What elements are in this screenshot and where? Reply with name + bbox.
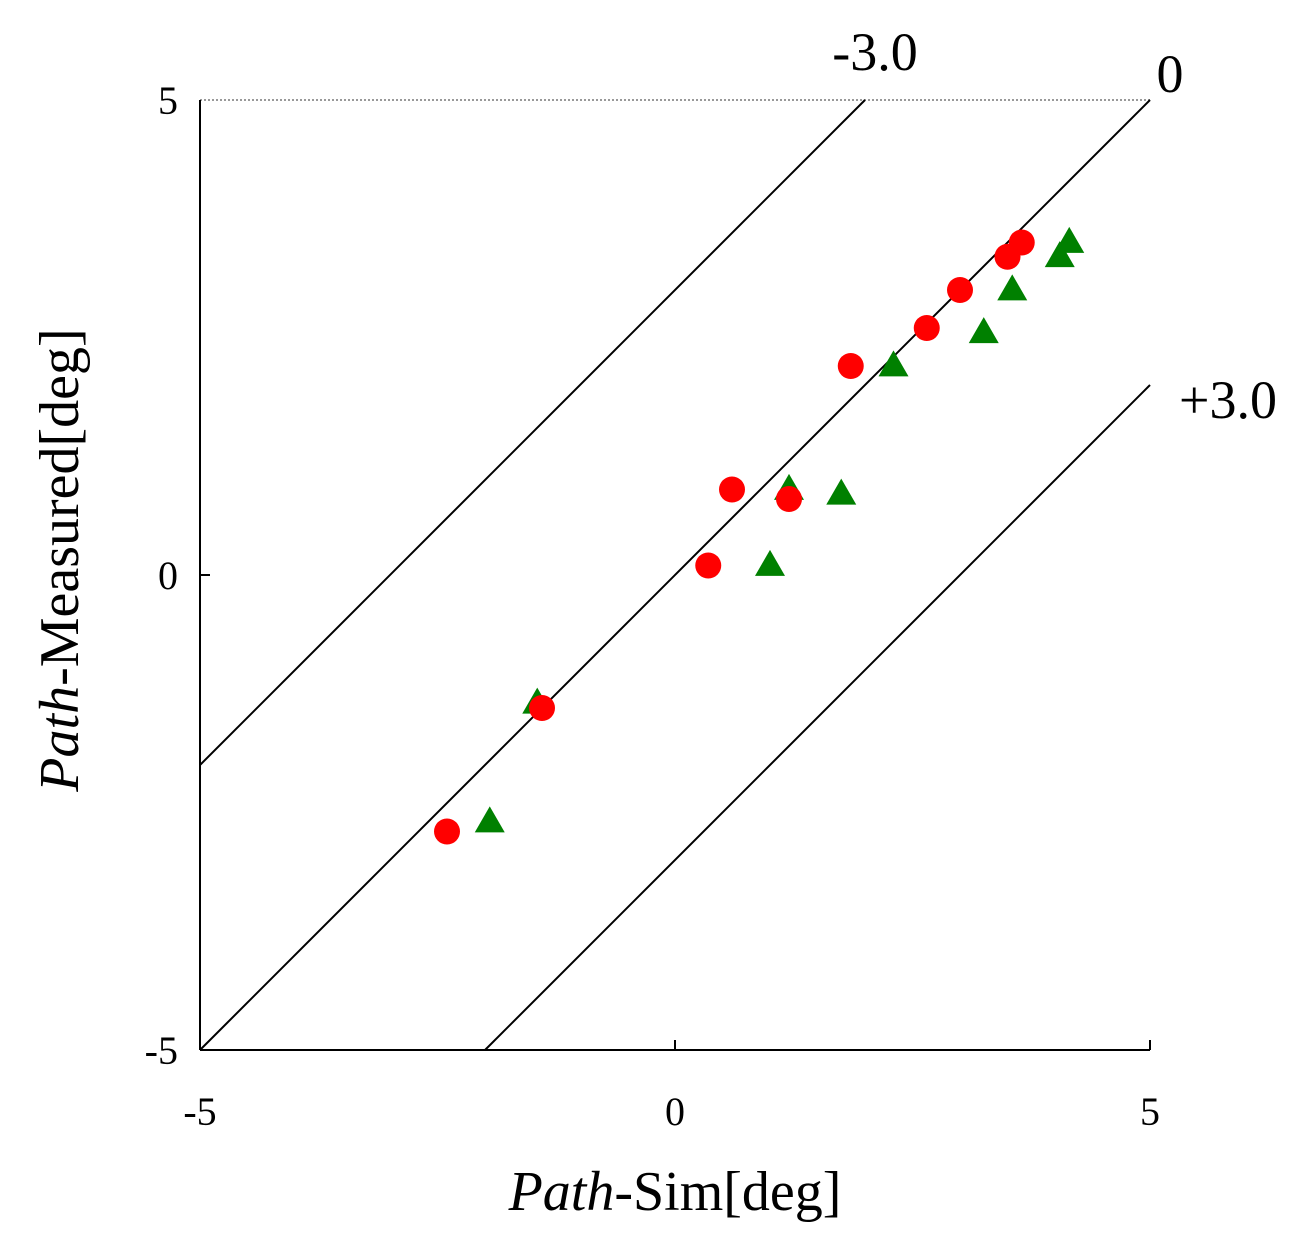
- triangles-point-6: [968, 317, 999, 344]
- circles-point-2: [695, 552, 722, 579]
- ref-label-minus-3: -3.0: [832, 22, 917, 82]
- y-tick-label-2: 5: [158, 78, 178, 123]
- triangles-point-1: [474, 806, 505, 833]
- circles-point-0: [434, 818, 460, 845]
- x-tick-label-2: 5: [1140, 1089, 1160, 1134]
- x-axis-title-italic: Path: [508, 1161, 615, 1223]
- x-tick-label-1: 0: [665, 1089, 685, 1134]
- circles-point-4: [776, 486, 802, 512]
- circles-point-7: [947, 277, 973, 303]
- triangles-point-8: [1044, 241, 1075, 268]
- y-tick-label-0: -5: [145, 1028, 178, 1073]
- reference-lines: [199, 99, 1151, 1051]
- x-axis-title-rest: -Sim[deg]: [614, 1161, 841, 1223]
- circles-point-3: [719, 476, 745, 503]
- circles-point-9: [1008, 229, 1035, 256]
- x-axis-title: Path-Sim[deg]: [508, 1161, 842, 1223]
- reference-line-0: [199, 99, 866, 766]
- circles-point-1: [529, 695, 555, 721]
- y-axis-title-rest: -Measured[deg]: [29, 328, 91, 686]
- triangles-point-9: [1054, 226, 1085, 253]
- data-markers: [434, 226, 1085, 845]
- triangles-point-4: [826, 478, 857, 505]
- triangles-point-2: [755, 549, 785, 576]
- y-axis-title: Path-Measured[deg]: [29, 328, 91, 792]
- triangles-point-7: [997, 274, 1028, 301]
- circles-point-5: [837, 353, 864, 379]
- ref-label-plus-3: +3.0: [1179, 370, 1277, 430]
- reference-line-2: [484, 384, 1151, 1051]
- triangles-point-5: [878, 350, 909, 377]
- y-tick-label-1: 0: [158, 553, 178, 598]
- x-tick-label-0: -5: [183, 1089, 216, 1134]
- reference-line-1: [199, 99, 1151, 1051]
- ref-label-zero: 0: [1157, 44, 1184, 104]
- circles-point-6: [913, 315, 940, 341]
- y-axis-title-italic: Path: [29, 686, 91, 793]
